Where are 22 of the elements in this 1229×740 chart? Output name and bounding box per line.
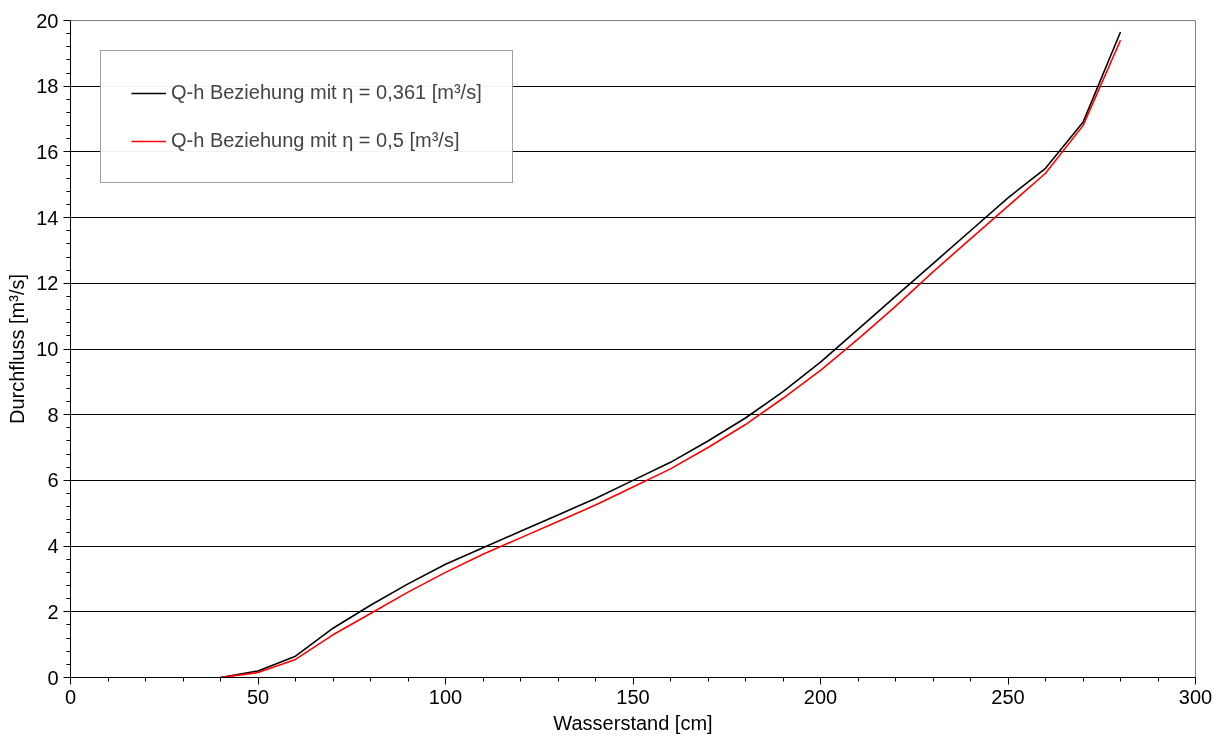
x-tick-label: 50 [246, 685, 270, 708]
x-tick-label: 150 [616, 685, 650, 708]
x-tick-label: 0 [64, 685, 77, 708]
y-tick-label: 6 [47, 469, 59, 492]
y-tick-label: 20 [36, 9, 59, 32]
y-axis-title: Durchfluss [m³/s] [6, 273, 29, 425]
y-tick-label: 0 [47, 666, 59, 689]
x-tick-label: 200 [803, 685, 838, 708]
y-tick-label: 2 [47, 600, 59, 623]
y-tick-label: 12 [36, 272, 59, 295]
y-tick-label: 14 [36, 206, 59, 229]
y-tick-label: 18 [36, 75, 59, 98]
y-tick-label: 10 [36, 338, 59, 360]
x-tick-label: 300 [1178, 685, 1213, 708]
legend-label: Q-h Beziehung mit η = 0,361 [m³/s] [171, 81, 482, 104]
x-tick-label: 250 [991, 685, 1025, 708]
x-axis-title: Wasserstand [cm] [553, 711, 713, 734]
y-tick-label: 16 [36, 140, 59, 163]
legend-label: Q-h Beziehung mit η = 0,5 [m³/s] [171, 129, 460, 152]
y-tick-label: 8 [47, 403, 59, 426]
y-tick-label: 4 [47, 535, 59, 558]
x-tick-label: 100 [428, 685, 463, 708]
